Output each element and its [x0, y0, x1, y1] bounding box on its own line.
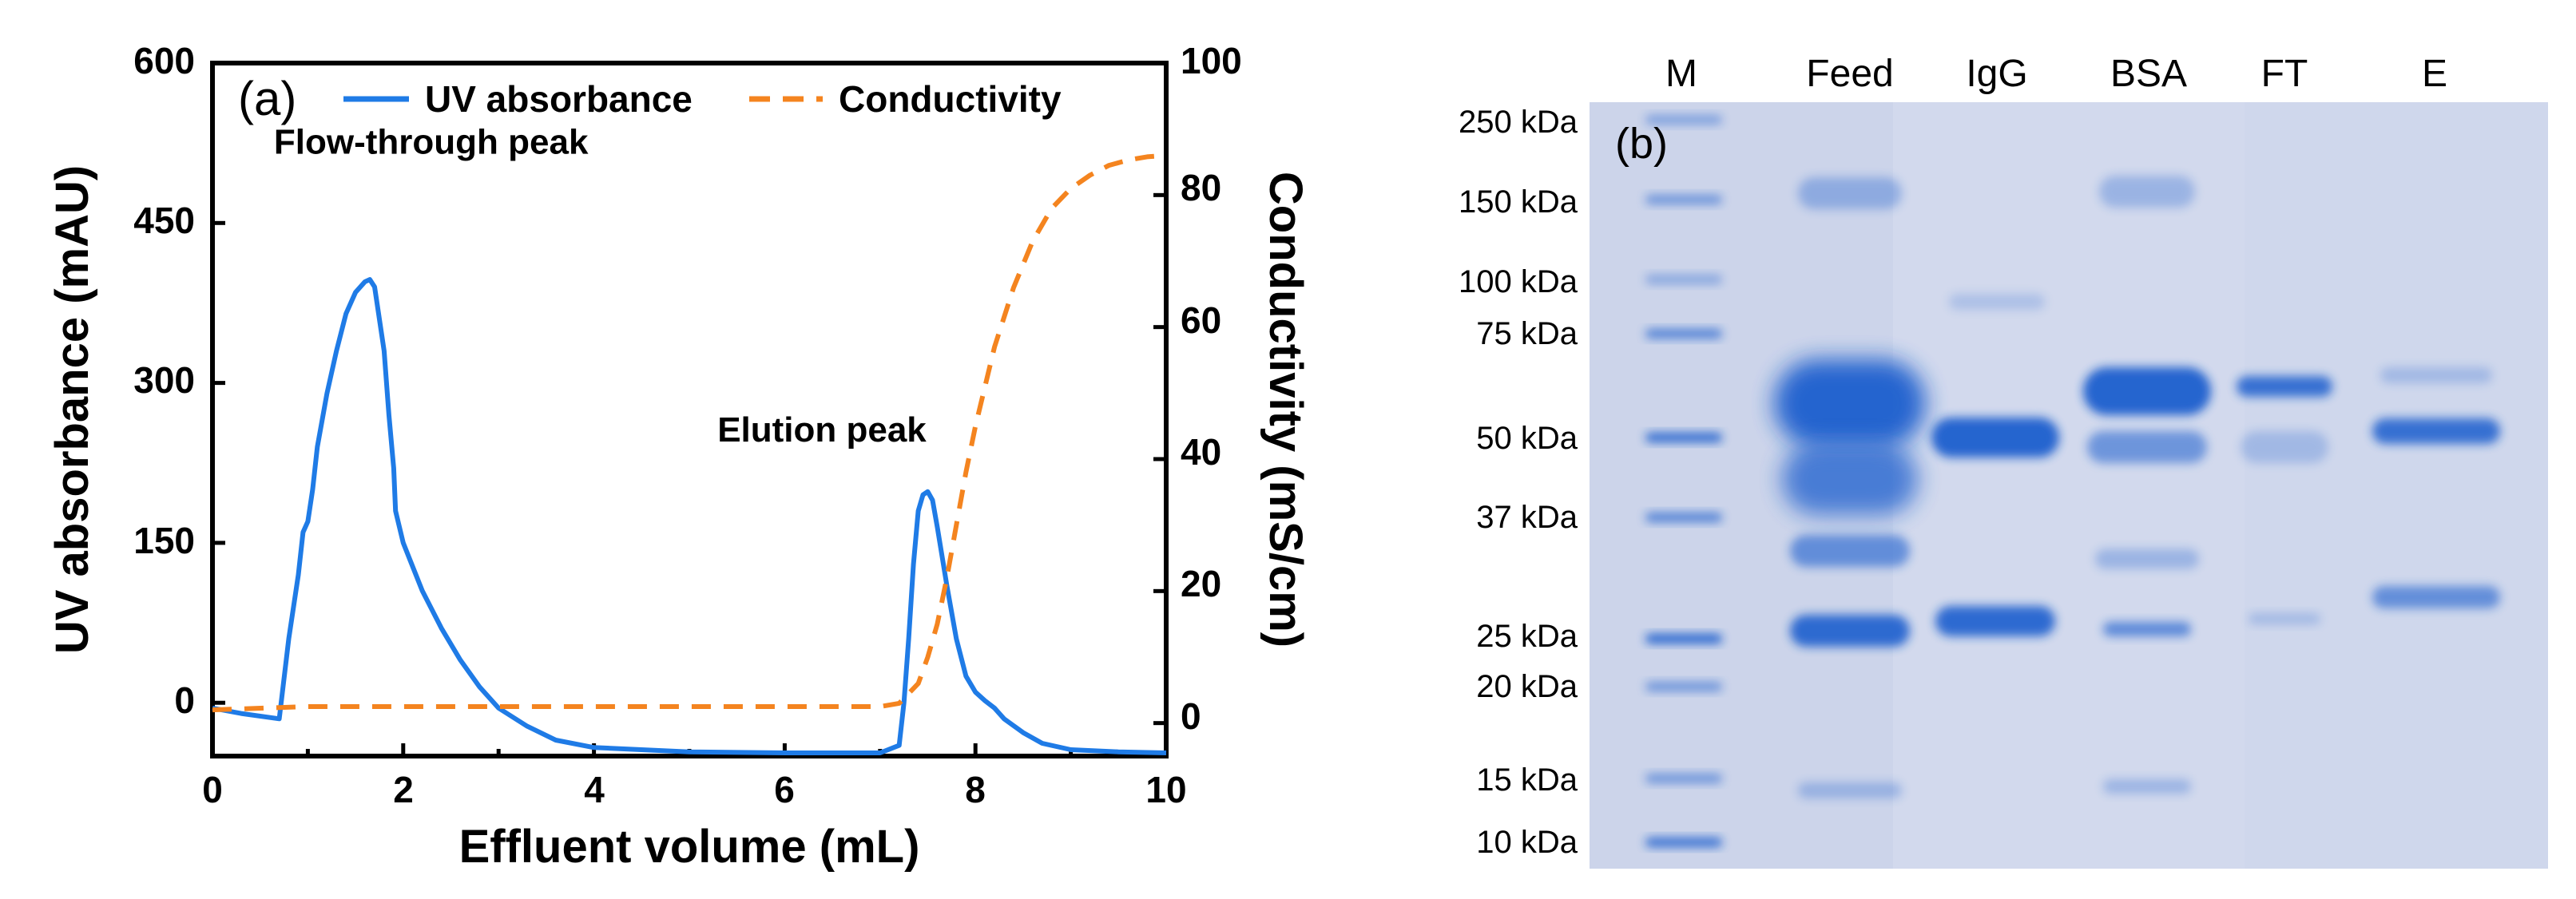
marker-label: 100 kDa [1459, 264, 1578, 299]
igg-band [1949, 294, 2045, 310]
x-tick-label: 2 [393, 769, 414, 810]
series-conductivity [212, 152, 1167, 713]
panel-a-chart: 0 2 4 6 8 10 0 150 300 450 600 0 20 40 6… [46, 40, 1312, 873]
bsa-band [2087, 431, 2207, 463]
panel-a-label: (a) [238, 72, 296, 125]
marker-band [1645, 195, 1722, 204]
panel-b-label: (b) [1615, 120, 1668, 168]
marker-label: 20 kDa [1476, 669, 1578, 704]
y2-tick-label: 40 [1181, 431, 1221, 473]
x-tick-label: 6 [774, 769, 795, 810]
annotation-elution-peak: Elution peak [717, 410, 927, 450]
y-axis-title: UV absorbance (mAU) [46, 165, 98, 654]
marker-band [1645, 275, 1722, 284]
x-tick-label: 0 [202, 769, 223, 810]
y-tick-label: 150 [133, 520, 195, 561]
y-tick-labels: 0 150 300 450 600 [133, 40, 195, 721]
e-band [2372, 418, 2500, 444]
x-tick-label: 10 [1145, 769, 1186, 810]
lane-label-bsa: BSA [2110, 53, 2187, 95]
bsa-band [2099, 176, 2195, 208]
marker-label: 250 kDa [1459, 105, 1578, 140]
x-tick-label: 8 [965, 769, 986, 810]
marker-label: 25 kDa [1476, 619, 1578, 654]
ft-band [2241, 431, 2328, 463]
legend-uv-label: UV absorbance [425, 78, 693, 120]
axis-ticks [210, 61, 1169, 756]
annotation-flow-through-peak: Flow-through peak [274, 123, 589, 162]
lane-label-igg: IgG [1966, 53, 2027, 95]
plot-frame [210, 61, 1169, 758]
ft-band [2237, 376, 2332, 397]
marker-band [1645, 774, 1722, 783]
igg-band [1935, 606, 2055, 636]
y2-tick-label: 80 [1181, 167, 1221, 208]
y2-tick-label: 60 [1181, 299, 1221, 341]
marker-label: 75 kDa [1476, 316, 1578, 351]
y-tick-label: 600 [133, 40, 195, 81]
y2-tick-label: 0 [1181, 695, 1201, 737]
y-tick-label: 450 [133, 200, 195, 241]
feed-band [1790, 535, 1910, 567]
legend: UV absorbance Conductivity [343, 78, 1062, 120]
y-tick-label: 0 [174, 679, 195, 721]
lane-label-m: M [1665, 53, 1697, 95]
marker-label: 50 kDa [1476, 421, 1578, 456]
bsa-band [2083, 367, 2211, 415]
series-layer [212, 152, 1167, 755]
bsa-band [2095, 549, 2199, 569]
lane-label-ft: FT [2261, 53, 2308, 95]
lane-label-e: E [2422, 53, 2447, 95]
bsa-band [2103, 622, 2191, 636]
legend-conductivity-label: Conductivity [839, 78, 1062, 120]
marker-band [1645, 634, 1722, 644]
marker-band [1645, 329, 1722, 339]
marker-band [1645, 433, 1722, 442]
x-tick-labels: 0 2 4 6 8 10 [202, 769, 1186, 810]
igg-band [1931, 418, 2059, 457]
feed-band [1798, 177, 1902, 209]
marker-label: 10 kDa [1476, 825, 1578, 860]
x-axis-title: Effluent volume (mL) [459, 821, 920, 873]
lane-labels: M Feed IgG BSA FT E [1665, 53, 2447, 95]
y2-tick-labels: 0 20 40 60 80 100 [1181, 40, 1242, 737]
feed-band [1774, 359, 1926, 447]
feed-band [1798, 782, 1902, 798]
gel-bands [1645, 115, 2500, 847]
marker-label: 37 kDa [1476, 500, 1578, 535]
gel-lighter-region [2125, 102, 2548, 869]
marker-band [1645, 115, 1722, 125]
lane-label-feed: Feed [1806, 53, 1893, 95]
marker-label: 150 kDa [1459, 184, 1578, 220]
y2-tick-label: 20 [1181, 563, 1221, 604]
y2-axis-title: Conductivity (mS/cm) [1260, 172, 1312, 648]
marker-band [1645, 838, 1722, 847]
bsa-band [2103, 779, 2191, 794]
e-band [2380, 367, 2492, 383]
series-uv-absorbance [212, 277, 1167, 755]
ft-band [2249, 613, 2320, 624]
e-band [2372, 586, 2500, 608]
marker-band [1645, 682, 1722, 691]
x-tick-label: 4 [584, 769, 605, 810]
feed-band [1790, 615, 1910, 647]
marker-labels: 250 kDa 150 kDa 100 kDa 75 kDa 50 kDa 37… [1459, 105, 1578, 860]
feed-band [1782, 443, 1918, 515]
y-tick-label: 300 [133, 359, 195, 401]
y2-tick-label: 100 [1181, 40, 1242, 81]
panel-b-gel: (b) M Feed IgG BSA FT E 250 kDa 150 kDa … [1459, 53, 2548, 869]
marker-band [1645, 513, 1722, 522]
marker-label: 15 kDa [1476, 762, 1578, 798]
